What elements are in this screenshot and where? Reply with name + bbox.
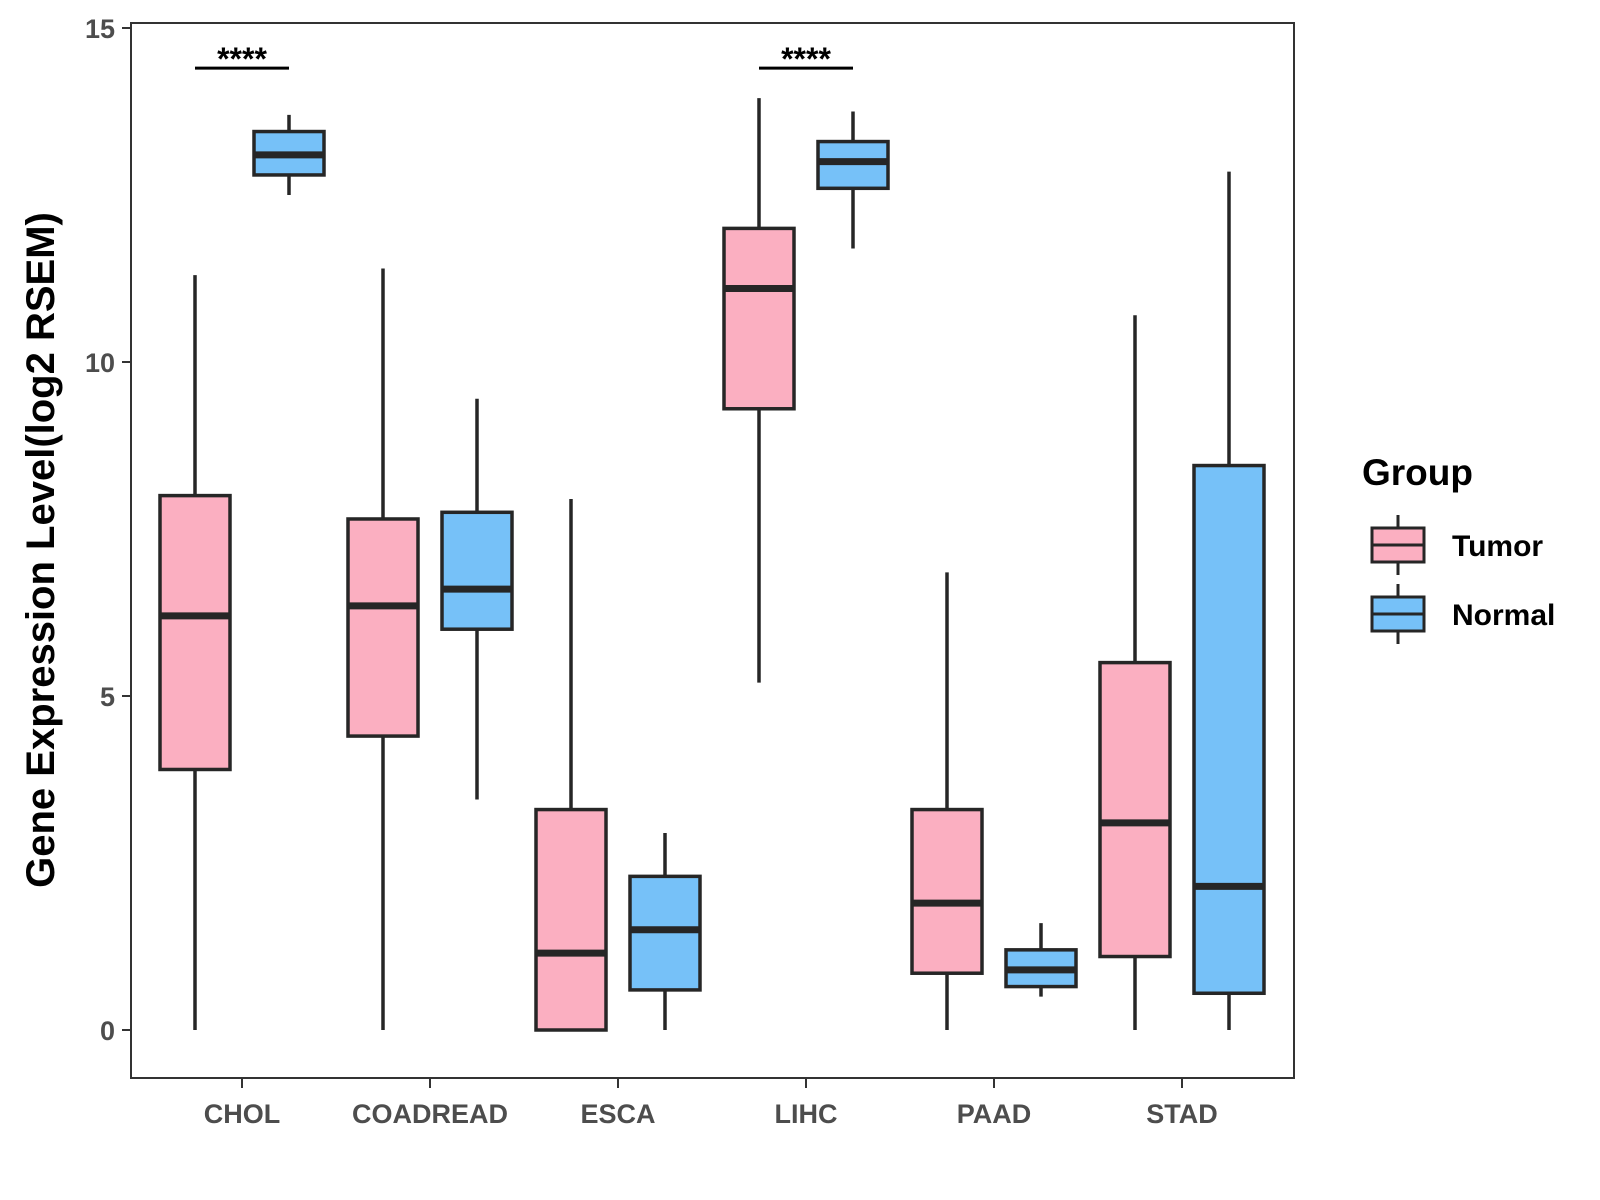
box-tumor-chol [158, 275, 232, 1030]
legend-entry-normal: Normal [1370, 584, 1555, 644]
significance-label: **** [217, 41, 267, 77]
y-axis-title: Gene Expression Level(log2 RSEM) [19, 212, 63, 888]
y-tick-label: 10 [85, 348, 115, 378]
y-tick-label: 0 [100, 1016, 115, 1046]
x-tick-label: LIHC [775, 1099, 838, 1129]
box-normal-chol [252, 114, 326, 195]
box-normal-esca [628, 832, 702, 1030]
y-axis: 0 5 10 15 [85, 14, 131, 1046]
box-body [1098, 660, 1172, 959]
legend-title: Group [1362, 452, 1473, 493]
x-tick-label: CHOL [204, 1099, 281, 1129]
panel-border [130, 22, 1295, 1079]
boxes-layer [158, 98, 1266, 1032]
legend-label: Normal [1452, 599, 1555, 632]
legend-entry-tumor: Tumor [1370, 515, 1543, 575]
box-normal-coadread [440, 398, 514, 800]
box-body [158, 493, 232, 772]
box-normal-stad [1192, 171, 1266, 1030]
legend-label: Tumor [1452, 530, 1543, 563]
box-body [346, 517, 420, 738]
x-axis: CHOL COADREAD ESCA LIHC PAAD STAD [204, 1078, 1218, 1129]
box-body [722, 226, 796, 411]
significance-label: **** [781, 41, 831, 77]
y-tick-label: 15 [85, 14, 115, 44]
box-tumor-stad [1098, 315, 1172, 1030]
box-normal-paad [1004, 923, 1078, 997]
x-tick-label: COADREAD [352, 1099, 508, 1129]
x-tick-label: PAAD [957, 1099, 1032, 1129]
box-normal-lihc [816, 111, 890, 249]
box-tumor-lihc [722, 98, 796, 683]
box-tumor-paad [910, 572, 984, 1030]
legend: Group Tumor Normal [1362, 452, 1555, 644]
box-tumor-esca [534, 498, 608, 1032]
box-body [440, 510, 514, 631]
box-body [1192, 463, 1266, 996]
box-body [534, 807, 608, 1032]
x-tick-label: STAD [1146, 1099, 1218, 1129]
box-body [910, 807, 984, 975]
x-tick-label: ESCA [580, 1099, 655, 1129]
y-tick-label: 5 [100, 682, 115, 712]
significance-annotations: **** **** [195, 41, 853, 77]
box-tumor-coadread [346, 268, 420, 1030]
